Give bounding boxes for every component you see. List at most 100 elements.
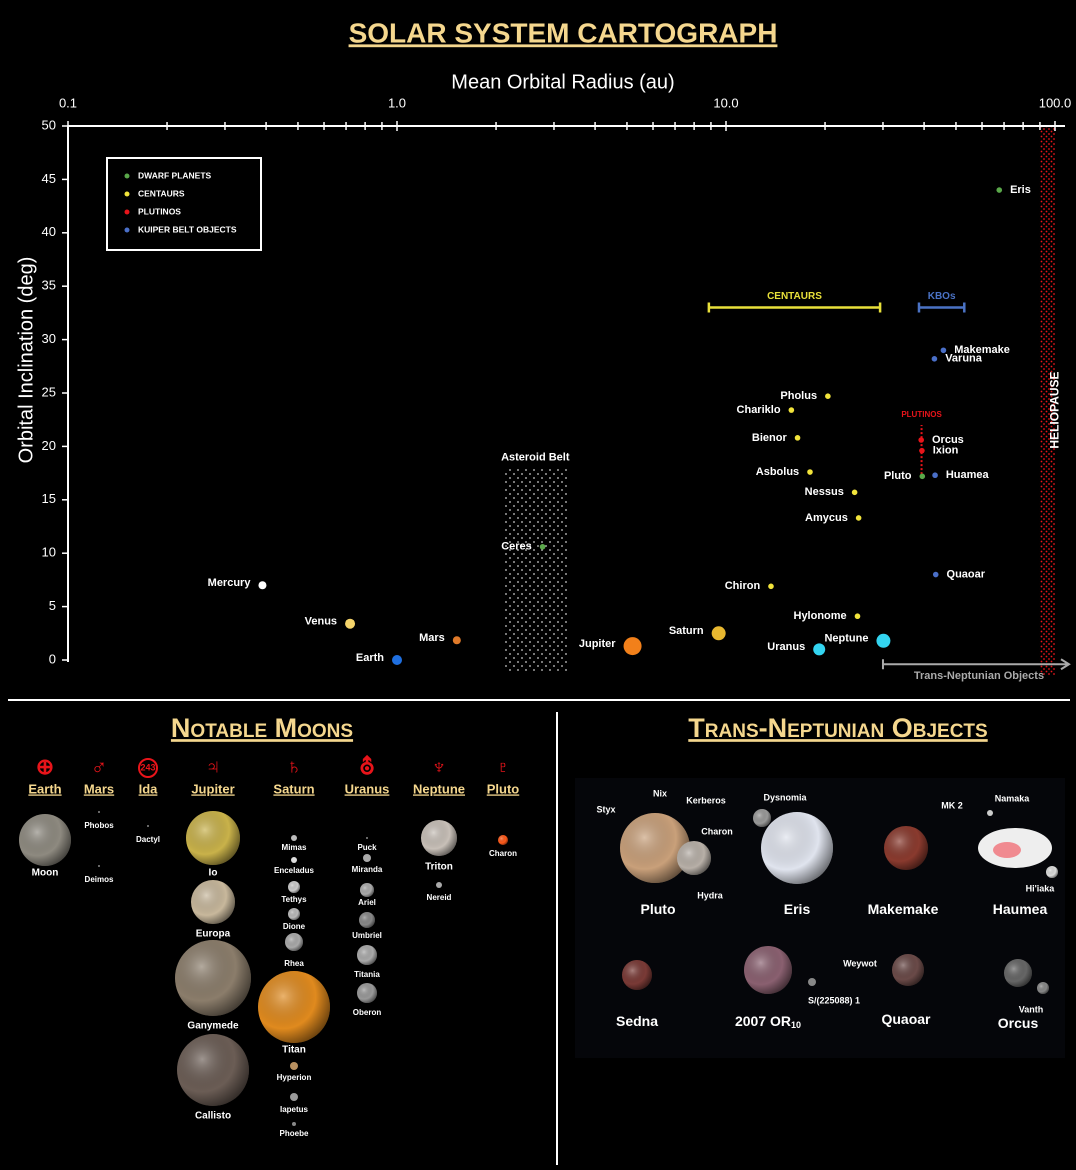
range-bar (707, 302, 882, 313)
tno-name-text: Eris (784, 901, 811, 917)
tno-name-text: 2007 OR (735, 1013, 791, 1029)
tno-body-shade (622, 960, 652, 990)
moon-name: Hyperion (277, 1073, 312, 1082)
data-point (932, 472, 938, 479)
tno-spot (993, 842, 1021, 858)
satellite-name: Namaka (995, 793, 1031, 803)
planet-name: Jupiter (191, 781, 234, 796)
data-point (258, 581, 267, 590)
y-tick-label: 25 (42, 384, 56, 399)
data-point (940, 347, 947, 354)
y-tick-label: 40 (42, 224, 56, 239)
moon-body-shade (285, 933, 303, 951)
point-label: Nessus (805, 486, 844, 498)
point-label: Earth (356, 652, 384, 664)
moon-name: Ganymede (187, 1021, 239, 1032)
data-point (813, 643, 826, 656)
moon-name: Phoebe (280, 1129, 309, 1138)
moon-body-shade (288, 881, 300, 893)
moon-name: Io (209, 868, 218, 879)
tno-name: Pluto (641, 901, 676, 917)
point-label: Jupiter (579, 638, 616, 650)
point-label: Orcus (932, 434, 964, 446)
tno-body-shade (761, 812, 833, 884)
moon-name: Nereid (427, 893, 452, 902)
point-label: Mercury (208, 577, 252, 589)
y-tick-label: 50 (42, 117, 56, 132)
moon-body-shade (177, 1034, 249, 1106)
moon-name: Umbriel (352, 931, 382, 940)
y-tick-label: 0 (49, 651, 56, 666)
satellite-name: MK 2 (941, 800, 963, 810)
moon-body-shade (421, 820, 457, 856)
planet-symbol: ♄ (286, 754, 303, 779)
moon-name: Moon (32, 868, 59, 879)
x-tick-label: 1.0 (388, 95, 406, 110)
range-bar (917, 302, 966, 313)
moon-body (292, 1122, 296, 1126)
y-tick-label: 20 (42, 438, 56, 453)
data-point (932, 571, 939, 578)
planet-name: Uranus (345, 781, 390, 796)
moon-body (363, 854, 371, 862)
y-tick-label: 45 (42, 171, 56, 186)
moon-body (366, 837, 368, 839)
moon-body (291, 857, 297, 863)
data-point (918, 437, 924, 443)
tno-name: Eris (784, 901, 811, 917)
moon-body (290, 1093, 298, 1101)
moon-body (290, 1062, 298, 1070)
tno-body-shade (892, 954, 924, 986)
data-point (876, 633, 891, 648)
moon-name: Ariel (358, 898, 376, 907)
legend-label: DWARF PLANETS (138, 170, 212, 180)
band-label: HELIOPAUSE (1048, 371, 1062, 448)
tno-body-shade (884, 826, 928, 870)
satellite-body (808, 978, 816, 986)
data-point (539, 543, 546, 550)
legend-label: KUIPER BELT OBJECTS (138, 224, 237, 234)
moon-body-shade (357, 983, 377, 1003)
moon-name: Enceladus (274, 866, 315, 875)
data-point (788, 407, 795, 413)
data-point (919, 473, 926, 480)
data-point (807, 469, 813, 475)
tno-name-text: Makemake (868, 901, 939, 917)
tno-name-text: Haumea (993, 901, 1048, 917)
moon-name: Titania (354, 970, 380, 979)
point-label: Amycus (805, 512, 848, 524)
x-tick-label: 100.0 (1039, 95, 1072, 110)
moon-name: Rhea (284, 959, 304, 968)
moon-body (98, 811, 100, 813)
moon-body-shade (191, 880, 235, 924)
legend-marker (124, 227, 130, 233)
tno-name-text: Quaoar (881, 1011, 931, 1027)
planet-symbol: ♂ (91, 754, 108, 779)
moon-name: Mimas (282, 843, 307, 852)
y-tick-label: 30 (42, 331, 56, 346)
y-tick-label: 5 (49, 598, 56, 613)
data-point (851, 489, 858, 496)
data-point (711, 626, 726, 641)
planet-name: Mars (84, 781, 114, 796)
data-point (855, 515, 862, 521)
moon-name: Dione (283, 922, 306, 931)
planet-symbol: ⛢ (359, 754, 375, 779)
range-label: KBOs (928, 291, 956, 302)
tno-body-shade (744, 946, 792, 994)
tno-name: Quaoar (881, 1011, 931, 1027)
satellite-name: Vanth (1019, 1004, 1044, 1014)
point-label: Pluto (884, 470, 912, 482)
point-label: Ixion (933, 445, 959, 457)
point-label: Bienor (752, 432, 788, 444)
satellite-name: Styx (596, 804, 615, 814)
satellite-body (987, 810, 993, 816)
tno-name: Makemake (868, 901, 939, 917)
moon-name: Oberon (353, 1008, 382, 1017)
satellite-body-shade (753, 809, 771, 827)
symbol-ring (138, 758, 158, 778)
moon-name: Europa (196, 929, 231, 940)
point-label: Varuna (945, 353, 983, 365)
tno-name-subscript: 10 (791, 1020, 801, 1030)
